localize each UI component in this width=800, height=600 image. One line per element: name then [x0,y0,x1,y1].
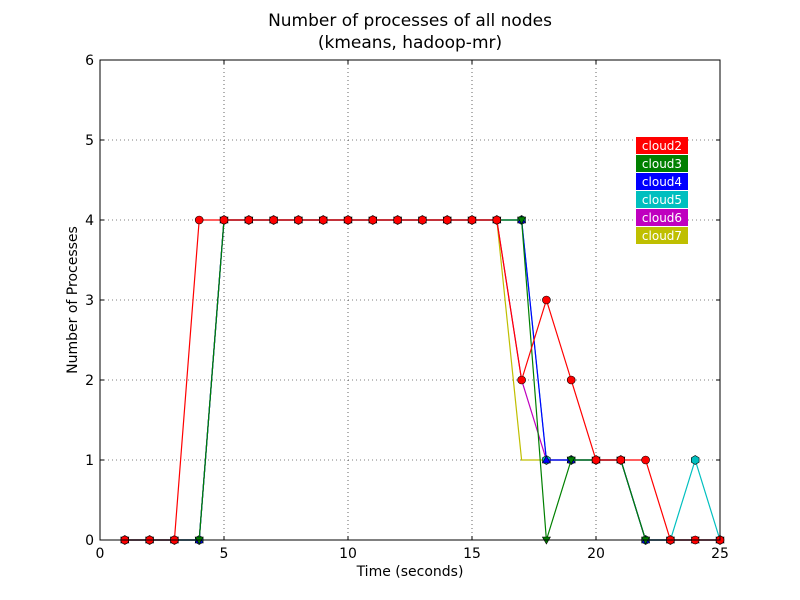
y-tick-label: 5 [85,133,94,149]
cloud2-point [269,215,278,225]
legend-swatch [636,137,688,154]
x-tick-label: 15 [463,546,481,562]
legend-swatch [636,173,688,190]
x-axis-label: Time (seconds) [356,564,464,580]
legend-item-cloud2: cloud2 [636,137,688,154]
legend-item-cloud7: cloud7 [636,227,688,244]
legend-item-cloud3: cloud3 [636,155,688,172]
cloud2-point [368,215,378,225]
chart-subtitle: (kmeans, hadoop-mr) [318,33,502,53]
legend-swatch [636,227,688,244]
x-tick-label: 20 [587,546,605,562]
y-tick-label: 3 [85,293,94,309]
cloud2-point [343,215,353,225]
y-tick-label: 4 [85,213,94,229]
cloud4-point [541,455,551,464]
cloud3-point [517,216,527,225]
y-tick-label: 0 [85,533,94,549]
series-cloud3 [120,216,725,545]
legend-item-cloud5: cloud5 [636,191,688,208]
cloud3-point [566,456,576,465]
x-tick-label: 25 [711,546,729,562]
cloud2-point [418,215,427,225]
cloud2-point [566,375,576,385]
legend-item-cloud6: cloud6 [636,209,688,226]
legend-label: cloud3 [642,157,682,171]
chart-title: Number of processes of all nodes [268,11,552,31]
series-line-cloud3 [124,219,720,541]
legend: cloud2 cloud3 cloud4 cloud5 cloud6 cloud7 [636,137,688,244]
cloud2-point [393,215,402,225]
legend-label: cloud5 [642,193,682,207]
x-tick-label: 10 [339,546,357,562]
legend-item-cloud4: cloud4 [636,173,688,190]
cloud2-point [517,375,526,385]
cloud2-point [467,215,477,225]
legend-label: cloud4 [642,175,682,189]
x-tick-label: 0 [96,546,105,562]
legend-label: cloud2 [642,139,682,153]
series-layer [120,215,725,545]
cloud2-point [318,215,328,225]
cloud2-point [542,295,551,305]
axis-ticks: 0 5 10 15 20 25 0 1 2 3 4 5 6 [85,53,729,562]
cloud2-point [244,215,254,225]
y-tick-label: 6 [85,53,94,69]
cloud2-point [616,455,626,465]
legend-swatch [636,155,688,172]
cloud2-point [219,215,229,225]
legend-swatch [636,209,688,226]
cloud2-point [294,215,303,225]
y-tick-label: 2 [85,373,94,389]
legend-swatch [636,191,688,208]
y-axis-label: Number of Processes [65,226,81,374]
y-tick-label: 1 [85,453,94,469]
cloud2-point [194,215,204,225]
x-tick-label: 5 [220,546,229,562]
cloud5-point [690,455,700,465]
legend-label: cloud7 [642,229,682,243]
cloud2-point [641,455,650,465]
cloud2-point [442,215,452,225]
legend-label: cloud6 [642,211,682,225]
cloud2-point [492,215,502,225]
cloud2-point [591,455,601,465]
